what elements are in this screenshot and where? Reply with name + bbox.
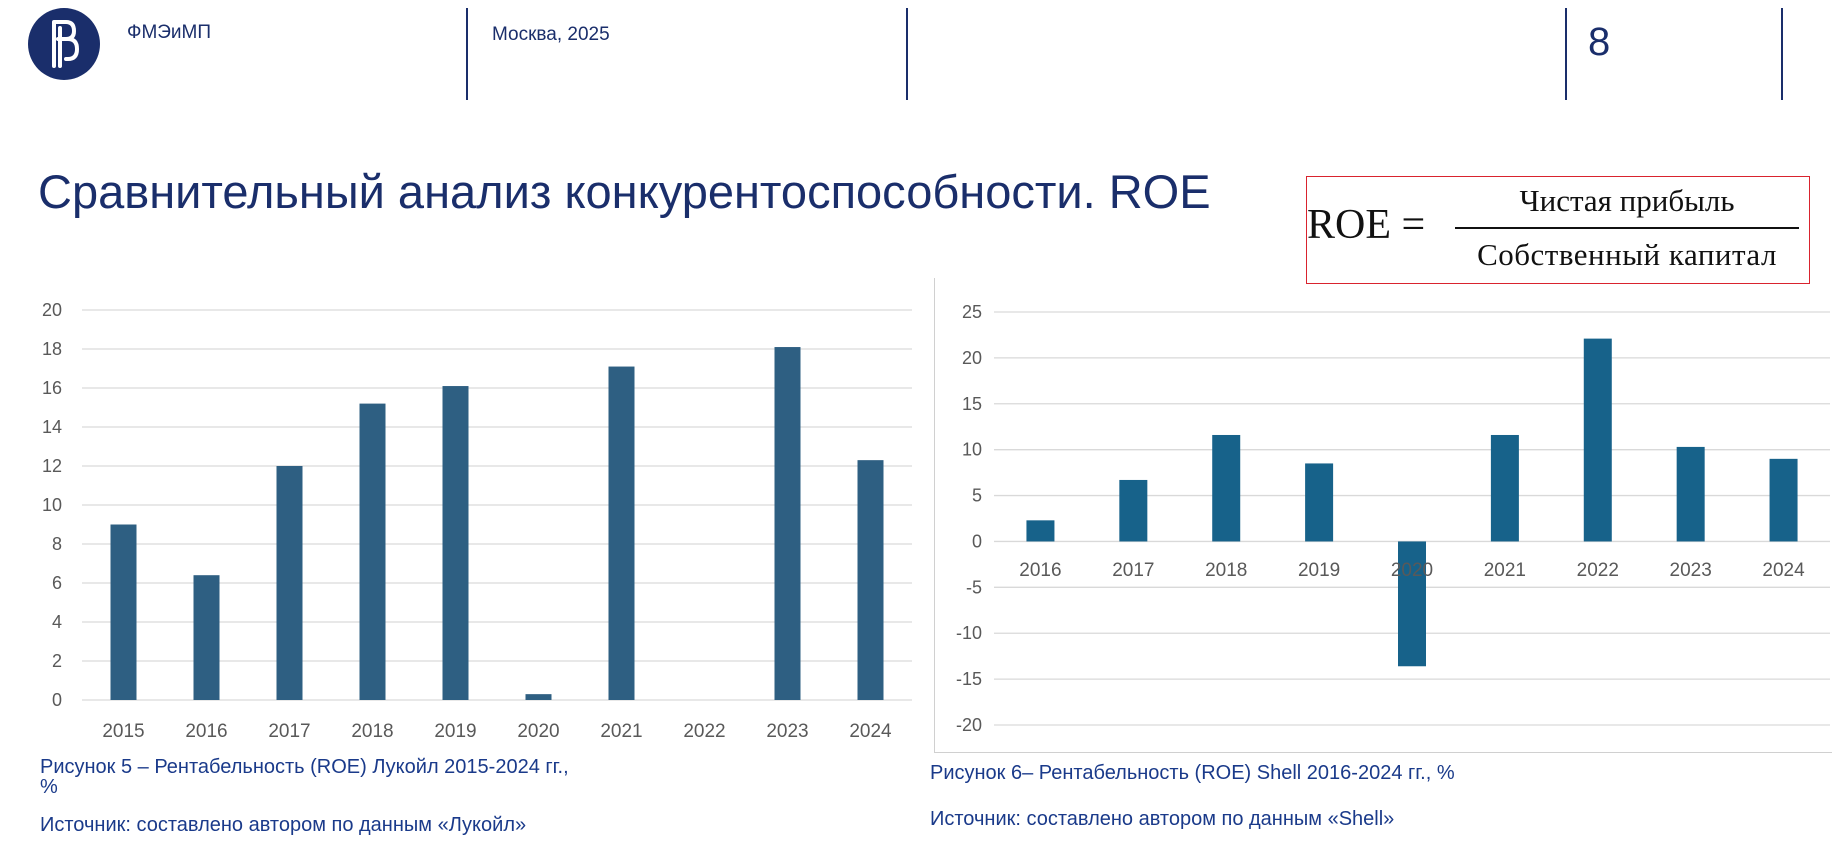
header-divider — [1781, 8, 1783, 100]
lukoil-ytick-label: 16 — [42, 378, 62, 398]
lukoil-ytick-label: 4 — [52, 612, 62, 632]
hse-logo — [28, 8, 100, 80]
figure5-source: Источник: составлено автором по данным «… — [40, 814, 527, 836]
shell-bar — [1119, 479, 1148, 542]
figure5-caption-unit: % — [40, 776, 58, 798]
figure6-caption: Рисунок 6– Рентабельность (ROE) Shell 20… — [930, 762, 1455, 784]
formula-lhs: ROE = — [1307, 202, 1426, 248]
org-name: ФМЭиМП — [127, 22, 212, 43]
shell-ytick-label: 5 — [972, 486, 982, 506]
shell-xtick-label: 2021 — [1484, 560, 1526, 581]
lukoil-bar — [110, 524, 137, 700]
shell-xtick-label: 2020 — [1391, 560, 1433, 581]
lukoil-xtick-label: 2022 — [683, 721, 725, 742]
header-divider — [466, 8, 468, 100]
lukoil-bar — [359, 403, 386, 700]
header-divider — [1565, 8, 1567, 100]
lukoil-xtick-label: 2020 — [517, 721, 559, 742]
lukoil-bar — [525, 694, 552, 700]
lukoil-ytick-label: 6 — [52, 573, 62, 593]
lukoil-ytick-label: 14 — [42, 417, 62, 437]
shell-xtick-label: 2017 — [1112, 560, 1154, 581]
lukoil-roe-chart: 0 2 4 6 8 10 12 14 16 18 20 2015 2016 2017 2018 2019 202… — [42, 300, 912, 742]
lukoil-ytick-label: 20 — [42, 300, 62, 320]
shell-ytick-label: 25 — [962, 302, 982, 322]
shell-xtick-label: 2024 — [1762, 560, 1805, 581]
shell-chart-frame — [934, 278, 1832, 753]
shell-bar — [1398, 541, 1426, 667]
shell-roe-chart: -20 -15 -10 -5 0 5 10 15 20 25 2016 2017 2018 2019 202… — [956, 302, 1830, 735]
lukoil-xtick-label: 2015 — [102, 721, 144, 742]
shell-xtick-label: 2023 — [1670, 560, 1712, 581]
shell-xtick-label: 2019 — [1298, 560, 1340, 581]
shell-xtick-label: 2018 — [1205, 560, 1247, 581]
shell-xtick-label: 2016 — [1019, 560, 1061, 581]
shell-ytick-label: -5 — [966, 577, 982, 597]
shell-ytick-label: 0 — [972, 531, 982, 551]
shell-bar — [1305, 463, 1334, 542]
roe-formula: ROE = Чистая прибыль Собственный капитал — [1306, 176, 1810, 284]
lukoil-xtick-label: 2019 — [434, 721, 476, 742]
lukoil-bar — [442, 386, 469, 700]
lukoil-bar — [774, 347, 801, 700]
shell-ytick-label: 15 — [962, 394, 982, 414]
lukoil-ytick-label: 2 — [52, 651, 62, 671]
lukoil-xtick-label: 2017 — [268, 721, 310, 742]
lukoil-ytick-label: 12 — [42, 456, 62, 476]
lukoil-ytick-label: 8 — [52, 534, 62, 554]
shell-bar — [1212, 434, 1241, 542]
lukoil-bar — [193, 575, 220, 700]
shell-ytick-label: 10 — [962, 440, 982, 460]
lukoil-bar — [276, 466, 303, 700]
header-divider — [906, 8, 908, 100]
lukoil-xtick-label: 2016 — [185, 721, 227, 742]
lukoil-xtick-label: 2023 — [766, 721, 808, 742]
lukoil-ytick-label: 10 — [42, 495, 62, 515]
shell-xtick-label: 2022 — [1577, 560, 1619, 581]
lukoil-xtick-label: 2018 — [351, 721, 393, 742]
shell-ytick-label: 20 — [962, 348, 982, 368]
page-number: 8 — [1588, 20, 1611, 64]
city-year: Москва, 2025 — [492, 24, 610, 45]
formula-fraction-bar — [1455, 227, 1799, 229]
shell-bar — [1583, 338, 1612, 542]
shell-ytick-label: -20 — [956, 715, 982, 735]
shell-ytick-label: -10 — [956, 623, 982, 643]
lukoil-ytick-label: 18 — [42, 339, 62, 359]
shell-bar — [1026, 520, 1055, 542]
page-title: Сравнительный анализ конкурентоспособнос… — [38, 165, 1211, 218]
shell-bar — [1676, 446, 1705, 542]
shell-ytick-label: -15 — [956, 669, 982, 689]
lukoil-xtick-label: 2024 — [849, 721, 892, 742]
figure5-caption: Рисунок 5 – Рентабельность (ROE) Лукойл … — [40, 756, 569, 778]
formula-numerator: Чистая прибыль — [1519, 183, 1735, 218]
lukoil-bar — [608, 366, 635, 700]
lukoil-xtick-label: 2021 — [600, 721, 642, 742]
lukoil-bar — [857, 460, 884, 700]
shell-bar — [1769, 458, 1798, 542]
shell-bar — [1490, 434, 1519, 542]
lukoil-ytick-label: 0 — [52, 690, 62, 710]
figure6-source: Источник: составлено автором по данным «… — [930, 808, 1395, 830]
formula-denominator: Собственный капитал — [1477, 237, 1777, 272]
